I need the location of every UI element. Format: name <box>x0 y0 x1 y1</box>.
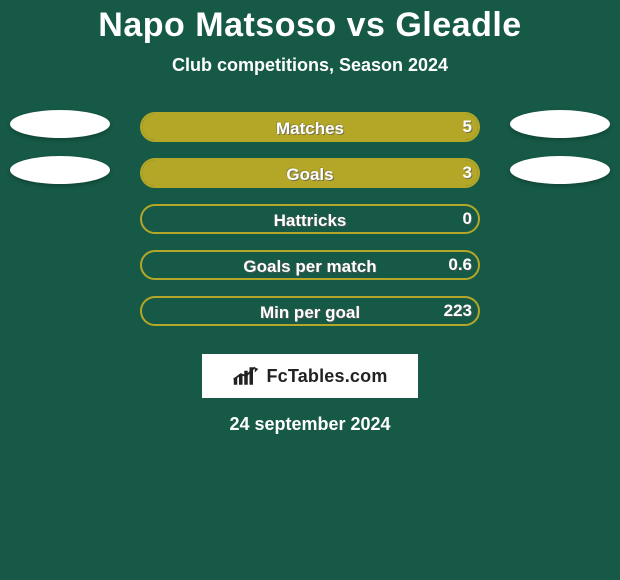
subtitle: Club competitions, Season 2024 <box>0 49 620 94</box>
chart-icon <box>232 365 260 387</box>
stat-value-right: 0 <box>463 204 472 234</box>
left-player-photo <box>10 110 110 138</box>
stat-row: Min per goal223 <box>0 290 620 336</box>
stat-label: Goals per match <box>142 252 478 280</box>
stats-area: Matches5Goals3Hattricks0Goals per match0… <box>0 94 620 336</box>
stat-bar-track: Hattricks <box>140 204 480 234</box>
stat-row: Goals per match0.6 <box>0 244 620 290</box>
stat-bar-track: Matches <box>140 112 480 142</box>
stat-value-right: 223 <box>444 296 472 326</box>
stat-value-right: 0.6 <box>448 250 472 280</box>
stat-bar-track: Goals per match <box>140 250 480 280</box>
stat-bar-track: Goals <box>140 158 480 188</box>
date-line: 24 september 2024 <box>0 414 620 435</box>
stat-value-right: 5 <box>463 112 472 142</box>
stat-row: Hattricks0 <box>0 198 620 244</box>
right-player-photo <box>510 110 610 138</box>
stat-label: Hattricks <box>142 206 478 234</box>
comparison-infographic: Napo Matsoso vs Gleadle Club competition… <box>0 0 620 580</box>
stat-bar-track: Min per goal <box>140 296 480 326</box>
stat-label: Matches <box>142 114 478 142</box>
brand-box: FcTables.com <box>202 354 418 398</box>
left-player-photo <box>10 156 110 184</box>
page-title: Napo Matsoso vs Gleadle <box>0 0 620 49</box>
stat-label: Goals <box>142 160 478 188</box>
brand-text: FcTables.com <box>266 366 387 387</box>
right-player-photo <box>510 156 610 184</box>
stat-label: Min per goal <box>142 298 478 326</box>
stat-value-right: 3 <box>463 158 472 188</box>
